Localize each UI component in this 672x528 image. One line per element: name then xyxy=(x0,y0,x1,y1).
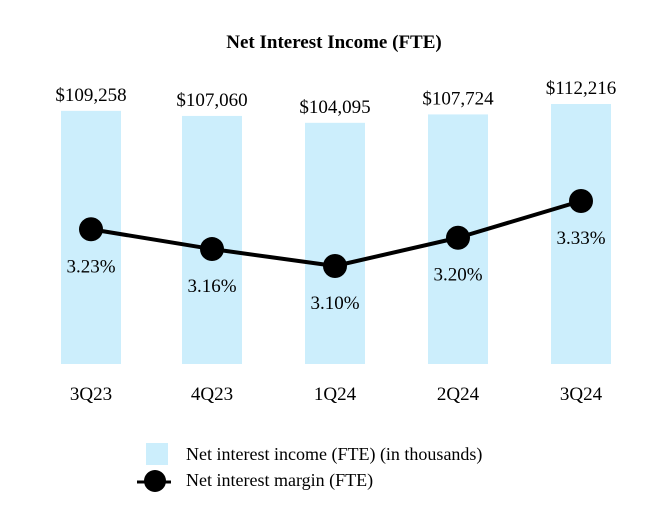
category-label-1q24: 1Q24 xyxy=(314,384,357,405)
margin-value-label-4q23: 3.16% xyxy=(187,276,236,297)
legend-bar-label: Net interest income (FTE) (in thousands) xyxy=(186,444,482,465)
margin-value-label-3q23: 3.23% xyxy=(66,256,115,277)
margin-point-1q24 xyxy=(323,254,347,278)
points-layer xyxy=(79,189,593,278)
margin-point-4q23 xyxy=(200,237,224,262)
category-label-3q24: 3Q24 xyxy=(560,384,603,405)
line-labels-layer: 3.23% 3.16% 3.10% 3.20% 3.33% xyxy=(66,228,605,314)
margin-point-2q24 xyxy=(446,225,470,250)
bars-layer xyxy=(61,104,611,365)
legend-line-marker xyxy=(144,470,166,492)
bar-value-label-2q24: $107,724 xyxy=(422,88,494,109)
bar-1q24 xyxy=(305,122,365,364)
legend-bar-swatch xyxy=(146,443,168,465)
margin-value-label-1q24: 3.10% xyxy=(310,293,359,314)
margin-point-3q23 xyxy=(79,217,103,242)
bar-value-label-1q24: $104,095 xyxy=(299,97,370,118)
category-labels-layer: 3Q23 4Q23 1Q24 2Q24 3Q24 xyxy=(70,384,603,405)
bar-3q24 xyxy=(551,104,611,364)
bar-value-label-3q23: $109,258 xyxy=(55,85,126,106)
bar-value-label-3q24: $112,216 xyxy=(546,78,617,99)
margin-value-label-3q24: 3.33% xyxy=(556,228,605,249)
category-label-4q23: 4Q23 xyxy=(191,384,233,405)
margin-point-3q24 xyxy=(569,189,593,213)
category-label-2q24: 2Q24 xyxy=(437,384,480,405)
category-label-3q23: 3Q23 xyxy=(70,384,112,405)
bar-value-label-4q23: $107,060 xyxy=(176,90,247,111)
chart-title: Net Interest Income (FTE) xyxy=(226,32,441,53)
bar-labels-layer: $109,258 $107,060 $104,095 $107,724 $112,216 xyxy=(55,78,616,118)
legend: Net interest income (FTE) (in thousands)… xyxy=(137,443,482,492)
margin-value-label-2q24: 3.20% xyxy=(433,265,482,286)
legend-line-label: Net interest margin (FTE) xyxy=(186,470,373,491)
